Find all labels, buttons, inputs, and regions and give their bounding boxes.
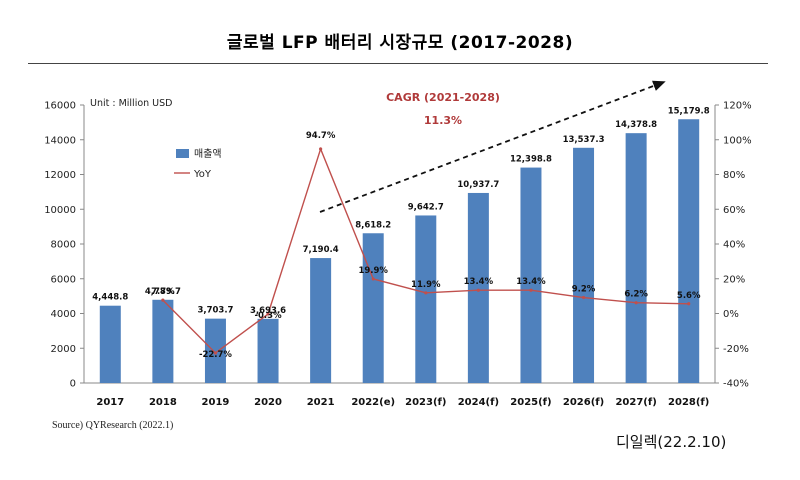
bar-value-label: 4,789.7	[145, 287, 181, 297]
bar-value-label: 9,642.7	[408, 202, 444, 212]
bar-value-label: 3,693.6	[250, 306, 286, 316]
category-label: 2017	[96, 397, 124, 408]
revenue-bar	[362, 233, 384, 383]
yoy-point	[213, 351, 218, 355]
legend-label-line: YoY	[193, 169, 212, 180]
left-tick-label: 16000	[44, 101, 76, 112]
yoy-value-label: 5.6%	[677, 291, 701, 301]
cagr-label: CAGR (2021-2028)	[386, 91, 500, 104]
yoy-value-label: 19.9%	[358, 266, 388, 276]
bar-value-label: 10,937.7	[457, 180, 499, 190]
yoy-point	[319, 147, 323, 151]
right-tick-label: -20%	[723, 344, 749, 355]
cagr-arrow	[319, 80, 666, 213]
left-tick-label: 2000	[51, 344, 76, 355]
yoy-value-label: 13.4%	[464, 277, 494, 287]
yoy-point	[476, 288, 480, 292]
yoy-value-label: 11.9%	[411, 280, 441, 290]
title-divider	[28, 63, 768, 64]
cagr-value: 11.3%	[424, 114, 462, 127]
yoy-value-label: 6.2%	[624, 290, 648, 300]
revenue-bar	[678, 119, 700, 383]
yoy-point	[266, 312, 270, 316]
chart-axes: 0 2000 4000 6000 8000 10000 12000 14000 16000 -40…	[44, 101, 751, 409]
cagr-annotation: CAGR (2021-2028) 11.3%	[319, 80, 666, 213]
right-tick-label: 40%	[723, 240, 745, 251]
left-tick-label: 6000	[51, 274, 76, 285]
left-tick-label: 8000	[51, 240, 76, 251]
revenue-bar	[152, 299, 174, 383]
revenue-bar	[99, 305, 121, 383]
right-tick-label: 60%	[723, 205, 745, 216]
category-label: 2026(f)	[563, 397, 604, 408]
category-label: 2023(f)	[405, 397, 446, 408]
yoy-point	[634, 301, 638, 305]
right-tick-label: 100%	[723, 135, 752, 146]
category-label: 2018	[149, 397, 177, 408]
revenue-bar	[310, 258, 332, 383]
legend-label-bar: 매출액	[194, 148, 222, 160]
category-label: 2022(e)	[351, 397, 395, 408]
bar-value-label: 14,378.8	[615, 120, 657, 130]
left-tick-label: 4000	[51, 309, 76, 320]
bar-value-label: 8,618.2	[355, 220, 391, 230]
category-label: 2025(f)	[510, 397, 551, 408]
yoy-value-label: 94.7%	[306, 131, 336, 141]
chart-title: 글로벌 LFP 배터리 시장규모 (2017-2028)	[226, 33, 574, 53]
yoy-value-label: -0.3%	[254, 311, 282, 321]
right-tick-label: 80%	[723, 170, 745, 181]
bar-value-label: 7,190.4	[303, 245, 339, 255]
yoy-value-label: 7.7%	[151, 287, 175, 297]
yoy-point	[687, 302, 691, 306]
revenue-bar	[204, 318, 226, 383]
bar-value-label: 15,179.8	[668, 106, 710, 116]
data-labels: 4,448.8 4,789.7 3,703.7 3,693.6 7,190.4 8,618…	[92, 106, 709, 360]
revenue-bars	[99, 119, 700, 383]
right-tick-label: -40%	[723, 379, 749, 390]
revenue-bar	[257, 318, 279, 383]
right-tick-label: 120%	[723, 101, 752, 112]
bar-value-label: 12,398.8	[510, 155, 552, 165]
yoy-point	[161, 298, 165, 302]
category-label: 2020	[254, 397, 282, 408]
source-note: Source) QYResearch (2022.1)	[52, 420, 174, 431]
right-tick-label: 0%	[723, 309, 739, 320]
right-tick-label: 20%	[723, 274, 745, 285]
category-label: 2019	[202, 397, 230, 408]
category-label: 2021	[307, 397, 335, 408]
left-tick-label: 12000	[44, 170, 76, 181]
yoy-point	[424, 291, 428, 295]
left-tick-label: 0	[70, 379, 76, 390]
yoy-value-label: 9.2%	[572, 285, 596, 295]
revenue-bar	[467, 192, 489, 383]
yoy-value-label: 13.4%	[516, 277, 546, 287]
revenue-bar	[573, 147, 595, 383]
yoy-point	[581, 295, 586, 300]
unit-label: Unit : Million USD	[90, 98, 173, 109]
category-label: 2024(f)	[458, 397, 499, 408]
chart-legend: 매출액 YoY	[174, 148, 222, 180]
yoy-point	[371, 277, 375, 281]
bar-value-label: 3,703.7	[197, 306, 233, 316]
revenue-bar	[415, 215, 437, 383]
legend-swatch-bar	[176, 149, 189, 158]
revenue-bar	[520, 167, 542, 383]
revenue-bar	[625, 133, 647, 383]
yoy-point	[529, 288, 533, 292]
credit-stamp: 디일렉(22.2.10)	[616, 433, 727, 451]
category-label: 2028(f)	[668, 397, 709, 408]
yoy-value-label: -22.7%	[199, 350, 232, 360]
bar-value-label: 13,537.3	[563, 135, 605, 145]
left-tick-label: 10000	[44, 205, 76, 216]
category-label: 2027(f)	[615, 397, 656, 408]
yoy-line	[161, 146, 691, 355]
left-tick-label: 14000	[44, 135, 76, 146]
bar-value-label: 4,448.8	[92, 293, 128, 303]
